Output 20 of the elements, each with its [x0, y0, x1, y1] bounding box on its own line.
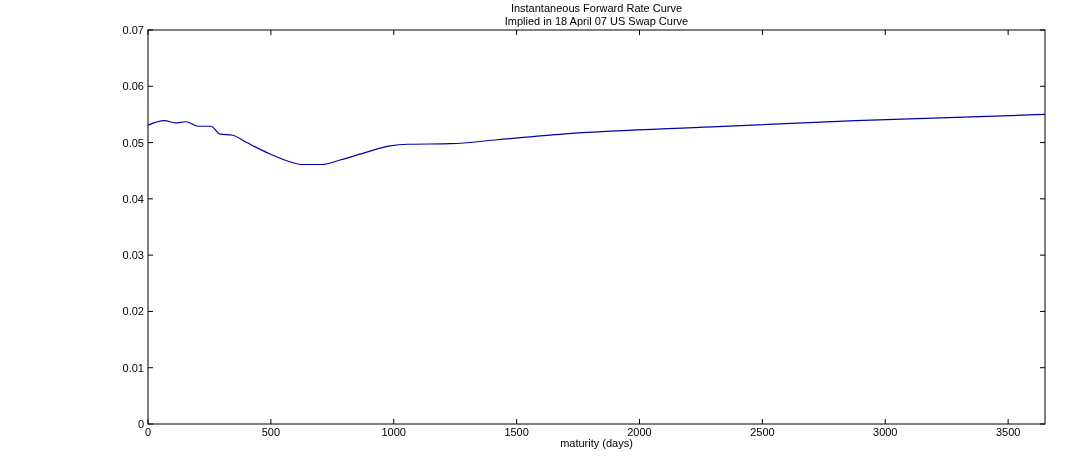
y-tick-label: 0.07 — [122, 24, 144, 36]
y-tick-label: 0.03 — [122, 249, 144, 262]
x-tick-label: 3000 — [873, 426, 898, 438]
y-tick-label: 0.05 — [122, 136, 144, 149]
x-axis-title: maturity (days) — [560, 437, 633, 449]
line-series — [147, 113, 1046, 166]
x-tick-label: 500 — [261, 426, 281, 438]
chart-subtitle: Implied in 18 April 07 US Swap Curve — [504, 15, 689, 27]
x-tick-label: 2000 — [627, 426, 652, 438]
x-tick-label: 3500 — [995, 426, 1021, 438]
x-tick-label: 0 — [144, 426, 152, 438]
y-tick-label: 0.04 — [122, 192, 144, 205]
chart-title: Instantaneous Forward Rate Curve — [510, 2, 683, 14]
x-tick-label: 1500 — [504, 426, 529, 438]
x-tick-label: 2500 — [750, 426, 775, 438]
x-tick-label: 1000 — [381, 426, 406, 438]
y-tick-label: 0.02 — [122, 305, 144, 318]
y-tick-label: 0 — [137, 418, 144, 430]
y-tick-label: 0.01 — [122, 361, 144, 374]
y-tick-label: 0.06 — [122, 80, 144, 93]
